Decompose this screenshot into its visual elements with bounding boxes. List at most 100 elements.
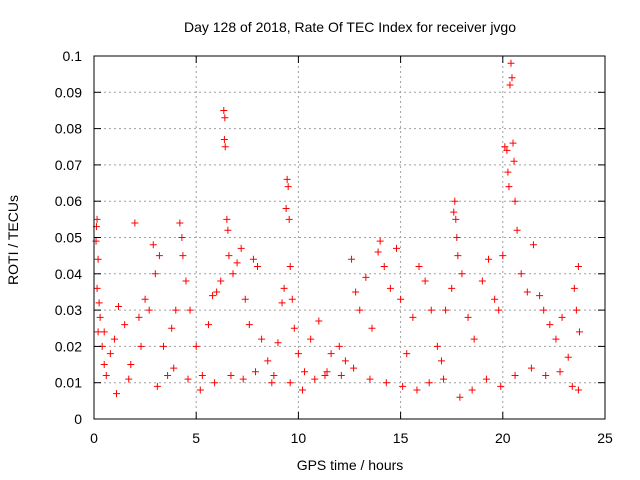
data-point <box>366 375 374 383</box>
data-point <box>178 234 186 241</box>
x-tick-label: 15 <box>393 430 409 446</box>
y-tick-label: 0.03 <box>55 302 82 318</box>
data-point <box>558 313 566 321</box>
data-point <box>464 313 472 321</box>
data-point <box>356 306 364 314</box>
grid-lines <box>94 56 605 419</box>
data-point <box>93 284 101 292</box>
x-tick-labels: 0 5 10 15 20 25 <box>90 430 613 446</box>
data-point <box>213 288 221 296</box>
data-point <box>415 263 423 271</box>
data-point <box>220 106 228 114</box>
data-point <box>155 252 163 260</box>
data-point <box>570 284 578 292</box>
data-point <box>335 342 343 350</box>
data-point <box>286 263 294 271</box>
data-point <box>440 375 448 383</box>
data-point <box>451 197 459 205</box>
data-point <box>513 226 521 234</box>
data-point <box>517 270 525 278</box>
data-point <box>264 357 272 365</box>
data-point <box>94 328 102 336</box>
x-tick-label: 0 <box>90 430 98 446</box>
y-tick-label: 0.02 <box>55 338 82 354</box>
data-point <box>510 157 518 165</box>
data-point <box>307 335 315 343</box>
chart-title: Day 128 of 2018, Rate Of TEC Index for r… <box>184 19 516 35</box>
data-point <box>249 255 257 263</box>
data-point <box>110 335 118 343</box>
data-point <box>564 353 572 361</box>
data-point <box>348 255 356 263</box>
data-point <box>131 219 139 227</box>
data-point <box>284 183 292 191</box>
data-point <box>478 277 486 285</box>
data-point <box>288 295 296 303</box>
data-point <box>507 59 515 67</box>
data-point <box>233 259 241 267</box>
data-point <box>100 328 108 336</box>
data-point <box>164 371 172 379</box>
y-tick-label: 0.1 <box>63 48 83 64</box>
data-point <box>239 375 247 383</box>
data-point <box>298 386 306 394</box>
data-point <box>393 244 401 252</box>
data-point <box>327 350 335 358</box>
data-point <box>376 237 384 245</box>
data-point <box>454 252 462 260</box>
data-point <box>362 273 370 281</box>
data-point <box>286 379 294 387</box>
data-point <box>241 295 249 303</box>
data-point <box>176 219 184 227</box>
data-point <box>301 368 309 376</box>
data-point <box>337 371 345 379</box>
data-point <box>274 339 282 347</box>
data-point <box>409 313 417 321</box>
data-point <box>182 277 190 285</box>
data-point <box>421 277 429 285</box>
data-point <box>503 146 511 154</box>
x-tick-label: 10 <box>291 430 307 446</box>
y-tick-labels: 0 0.01 0.02 0.03 0.04 0.05 0.06 0.07 0.08 0.09 0.1 <box>55 48 82 427</box>
data-point <box>170 364 178 372</box>
data-point <box>229 270 237 278</box>
data-point <box>225 252 233 260</box>
data-point <box>94 255 102 263</box>
data-point <box>482 375 490 383</box>
data-point <box>540 306 548 314</box>
data-point <box>311 375 319 383</box>
data-point <box>523 288 531 296</box>
data-point <box>399 382 407 390</box>
data-point <box>453 234 461 241</box>
data-point <box>425 379 433 387</box>
data-point <box>456 393 464 401</box>
axis-ticks <box>93 55 606 420</box>
data-point <box>112 390 120 398</box>
data-point <box>552 335 560 343</box>
data-point <box>184 375 192 383</box>
y-tick-label: 0.01 <box>55 375 82 391</box>
data-point <box>397 295 405 303</box>
y-tick-label: 0.09 <box>55 84 82 100</box>
data-point <box>437 357 445 365</box>
data-point <box>159 342 167 350</box>
data-point <box>501 143 509 151</box>
y-tick-label: 0.07 <box>55 157 82 173</box>
data-point <box>505 183 513 191</box>
data-point <box>245 321 253 329</box>
data-point <box>315 317 323 325</box>
data-point <box>192 342 200 350</box>
data-point <box>470 335 478 343</box>
data-point <box>127 361 135 369</box>
data-point <box>237 244 245 252</box>
data-point <box>221 114 229 122</box>
data-point <box>497 382 505 390</box>
data-point <box>374 248 382 256</box>
data-point <box>352 288 360 296</box>
data-point <box>491 295 499 303</box>
data-point <box>153 382 161 390</box>
data-point <box>442 306 450 314</box>
x-tick-label: 5 <box>192 430 200 446</box>
data-point <box>135 313 143 321</box>
